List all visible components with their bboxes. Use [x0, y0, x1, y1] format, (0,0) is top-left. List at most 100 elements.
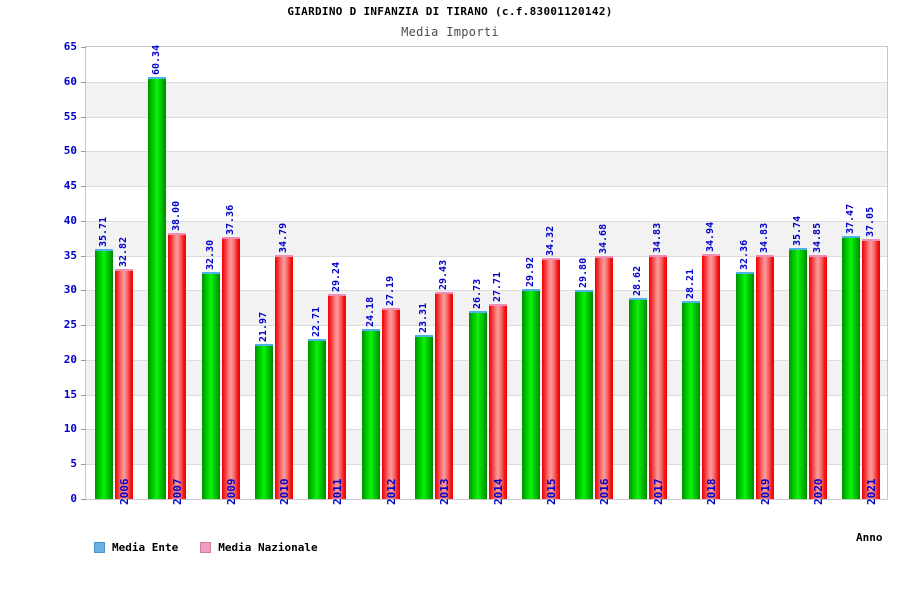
legend-label-media-ente: Media Ente: [112, 541, 179, 554]
legend-label-media-nazionale: Media Nazionale: [218, 541, 318, 554]
y-axis-tick-label: 65: [63, 40, 77, 53]
grid-band: [86, 290, 887, 326]
gridline: [86, 220, 887, 222]
bar-value-label: 35.74: [791, 216, 803, 247]
bar-media-nazionale-2009[interactable]: [221, 237, 240, 499]
y-axis-tick-mark: [81, 359, 86, 361]
y-axis-tick-label: 0: [70, 492, 77, 505]
bar-value-label: 32.30: [204, 240, 216, 271]
bar-media-ente-2021[interactable]: [842, 236, 861, 499]
bar-media-nazionale-2006[interactable]: [114, 268, 133, 499]
y-axis-tick-mark: [81, 47, 86, 48]
bar-media-nazionale-2011[interactable]: [328, 293, 347, 499]
bar-value-label: 37.36: [224, 205, 236, 236]
bar-media-ente-2006[interactable]: [94, 248, 113, 499]
gridline: [86, 151, 887, 153]
bar-media-ente-2009[interactable]: [201, 272, 220, 499]
bar-media-ente-2011[interactable]: [308, 339, 327, 499]
x-axis-tick-label-2009: 2009: [224, 478, 238, 506]
y-axis-tick-mark: [81, 290, 86, 292]
grid-band: [86, 151, 887, 187]
x-axis-tick-label-2006: 2006: [117, 478, 131, 506]
x-axis-tick-label-2019: 2019: [758, 478, 772, 506]
x-axis-tick-label-2015: 2015: [544, 478, 558, 506]
y-axis-tick-mark: [81, 220, 86, 222]
gridline: [86, 359, 887, 361]
bar-media-nazionale-2014[interactable]: [488, 304, 507, 499]
bar-media-nazionale-2012[interactable]: [381, 307, 400, 499]
y-axis-tick-mark: [81, 151, 86, 153]
bar-media-ente-2019[interactable]: [735, 271, 754, 499]
bar-value-label: 60.34: [151, 45, 163, 76]
y-axis-tick-label: 30: [63, 283, 77, 297]
chart-legend: Media Ente Media Nazionale: [94, 541, 318, 554]
bar-media-ente-2010[interactable]: [254, 344, 273, 499]
x-axis-tick-label-2017: 2017: [651, 478, 665, 506]
bar-media-ente-2007[interactable]: [148, 77, 167, 499]
bar-media-ente-2016[interactable]: [575, 289, 594, 499]
y-axis-tick-mark: [81, 255, 86, 257]
bar-value-label: 29.43: [438, 260, 450, 291]
bar-media-nazionale-2013[interactable]: [435, 292, 454, 499]
legend-swatch-icon-media-nazionale: [200, 542, 212, 553]
bar-media-nazionale-2018[interactable]: [702, 254, 721, 499]
bar-media-nazionale-2019[interactable]: [755, 254, 774, 499]
gridline: [86, 186, 887, 188]
bar-value-label: 29.24: [331, 261, 343, 292]
bar-value-label: 37.05: [865, 207, 877, 238]
bar-value-label: 26.73: [471, 279, 483, 310]
bar-value-label: 37.47: [845, 204, 857, 235]
gridline: [86, 325, 887, 327]
y-axis-tick-mark: [81, 81, 86, 83]
legend-swatch-icon-media-ente: [94, 542, 105, 553]
y-axis-tick-mark: [81, 394, 86, 396]
x-axis-tick-label-2013: 2013: [438, 478, 452, 506]
x-axis-tick-label-2018: 2018: [705, 478, 719, 506]
legend-item-media-ente[interactable]: Media Ente: [94, 541, 178, 554]
bar-value-label: 22.71: [311, 306, 323, 338]
gridline: [86, 81, 887, 83]
chart-title: GIARDINO D INFANZIA DI TIRANO (c.f.83001…: [287, 5, 613, 18]
bar-media-nazionale-2017[interactable]: [648, 254, 667, 499]
y-axis-tick-mark: [81, 325, 86, 327]
bar-media-nazionale-2021[interactable]: [862, 239, 881, 499]
y-axis-tick-label: 45: [63, 179, 77, 193]
x-axis-tick-label-2012: 2012: [384, 478, 398, 506]
bar-value-label: 23.31: [418, 302, 430, 333]
gridline: [86, 255, 887, 257]
legend-item-media-nazionale[interactable]: Media Nazionale: [200, 541, 318, 554]
y-axis-tick-label: 35: [63, 248, 77, 262]
x-axis-tick-label-2021: 2021: [865, 478, 879, 506]
bar-value-label: 28.62: [631, 265, 643, 296]
bar-value-label: 34.32: [544, 226, 556, 257]
gridline: [86, 116, 887, 118]
bar-value-label: 24.18: [364, 296, 376, 327]
bar-media-nazionale-2010[interactable]: [274, 255, 293, 499]
y-axis-tick-label: 60: [63, 74, 77, 88]
y-axis-tick-mark: [81, 499, 86, 500]
y-axis-tick-label: 50: [63, 144, 77, 158]
bar-media-ente-2014[interactable]: [468, 311, 487, 499]
bar-value-label: 32.36: [738, 239, 750, 270]
y-axis-tick-mark: [81, 116, 86, 118]
bar-value-label: 27.71: [491, 272, 503, 303]
bar-media-ente-2015[interactable]: [521, 288, 540, 499]
bar-value-label: 34.94: [705, 221, 717, 253]
bar-media-nazionale-2007[interactable]: [168, 232, 187, 499]
bar-media-ente-2020[interactable]: [788, 248, 807, 499]
bar-value-label: 28.21: [685, 268, 697, 299]
bar-media-ente-2013[interactable]: [415, 334, 434, 499]
bar-media-nazionale-2020[interactable]: [808, 254, 827, 499]
bar-media-nazionale-2016[interactable]: [595, 255, 614, 499]
bar-value-label: 34.79: [277, 222, 289, 254]
bar-media-ente-2018[interactable]: [682, 300, 701, 499]
bar-media-ente-2012[interactable]: [361, 328, 380, 499]
grid-band: [86, 359, 887, 395]
bar-media-ente-2017[interactable]: [628, 297, 647, 499]
bar-value-label: 32.82: [117, 236, 129, 267]
y-axis-tick-mark: [81, 429, 86, 431]
x-axis-tick-label-2016: 2016: [598, 478, 612, 506]
grid-band: [86, 429, 887, 465]
bar-media-nazionale-2015[interactable]: [541, 258, 560, 499]
y-axis-tick-label: 25: [63, 318, 77, 332]
